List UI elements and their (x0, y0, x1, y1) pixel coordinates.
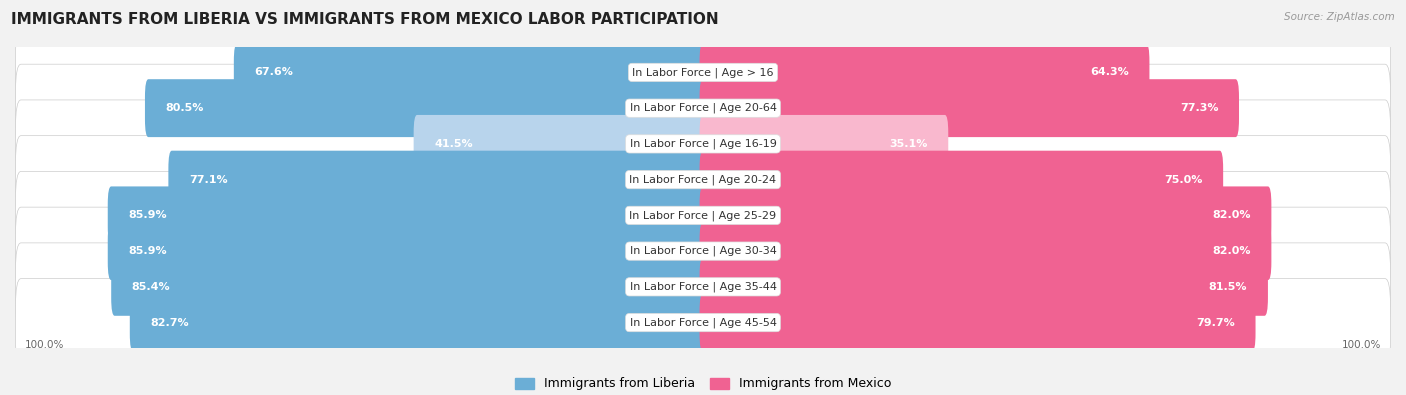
FancyBboxPatch shape (700, 43, 1150, 102)
Text: 100.0%: 100.0% (1343, 340, 1382, 350)
Text: 67.6%: 67.6% (254, 68, 294, 77)
Text: 75.0%: 75.0% (1164, 175, 1202, 184)
FancyBboxPatch shape (129, 293, 706, 352)
Text: In Labor Force | Age 20-64: In Labor Force | Age 20-64 (630, 103, 776, 113)
Text: Source: ZipAtlas.com: Source: ZipAtlas.com (1284, 12, 1395, 22)
Text: 64.3%: 64.3% (1090, 68, 1129, 77)
Legend: Immigrants from Liberia, Immigrants from Mexico: Immigrants from Liberia, Immigrants from… (510, 372, 896, 395)
Text: In Labor Force | Age 45-54: In Labor Force | Age 45-54 (630, 317, 776, 328)
Text: 80.5%: 80.5% (166, 103, 204, 113)
FancyBboxPatch shape (700, 258, 1268, 316)
Text: 82.0%: 82.0% (1212, 246, 1251, 256)
FancyBboxPatch shape (233, 43, 706, 102)
Text: 79.7%: 79.7% (1197, 318, 1234, 327)
Text: 85.9%: 85.9% (128, 211, 167, 220)
Text: 85.9%: 85.9% (128, 246, 167, 256)
FancyBboxPatch shape (15, 28, 1391, 117)
Text: 100.0%: 100.0% (24, 340, 63, 350)
FancyBboxPatch shape (145, 79, 706, 137)
FancyBboxPatch shape (15, 100, 1391, 188)
Text: In Labor Force | Age 20-24: In Labor Force | Age 20-24 (630, 174, 776, 185)
Text: 82.7%: 82.7% (150, 318, 188, 327)
Text: In Labor Force | Age > 16: In Labor Force | Age > 16 (633, 67, 773, 78)
Text: 81.5%: 81.5% (1209, 282, 1247, 292)
FancyBboxPatch shape (700, 186, 1271, 245)
Text: 77.1%: 77.1% (188, 175, 228, 184)
FancyBboxPatch shape (108, 222, 706, 280)
Text: In Labor Force | Age 30-34: In Labor Force | Age 30-34 (630, 246, 776, 256)
Text: 85.4%: 85.4% (132, 282, 170, 292)
FancyBboxPatch shape (15, 243, 1391, 331)
Text: In Labor Force | Age 25-29: In Labor Force | Age 25-29 (630, 210, 776, 221)
FancyBboxPatch shape (700, 293, 1256, 352)
Text: 82.0%: 82.0% (1212, 211, 1251, 220)
Text: 41.5%: 41.5% (434, 139, 472, 149)
Text: In Labor Force | Age 35-44: In Labor Force | Age 35-44 (630, 282, 776, 292)
FancyBboxPatch shape (413, 115, 706, 173)
FancyBboxPatch shape (15, 278, 1391, 367)
FancyBboxPatch shape (108, 186, 706, 245)
Text: 35.1%: 35.1% (889, 139, 928, 149)
FancyBboxPatch shape (700, 79, 1239, 137)
FancyBboxPatch shape (700, 222, 1271, 280)
FancyBboxPatch shape (15, 64, 1391, 152)
FancyBboxPatch shape (15, 207, 1391, 295)
FancyBboxPatch shape (169, 150, 706, 209)
Text: 77.3%: 77.3% (1180, 103, 1219, 113)
FancyBboxPatch shape (700, 150, 1223, 209)
FancyBboxPatch shape (15, 135, 1391, 224)
Text: In Labor Force | Age 16-19: In Labor Force | Age 16-19 (630, 139, 776, 149)
FancyBboxPatch shape (700, 115, 948, 173)
Text: IMMIGRANTS FROM LIBERIA VS IMMIGRANTS FROM MEXICO LABOR PARTICIPATION: IMMIGRANTS FROM LIBERIA VS IMMIGRANTS FR… (11, 12, 718, 27)
FancyBboxPatch shape (15, 171, 1391, 260)
FancyBboxPatch shape (111, 258, 706, 316)
